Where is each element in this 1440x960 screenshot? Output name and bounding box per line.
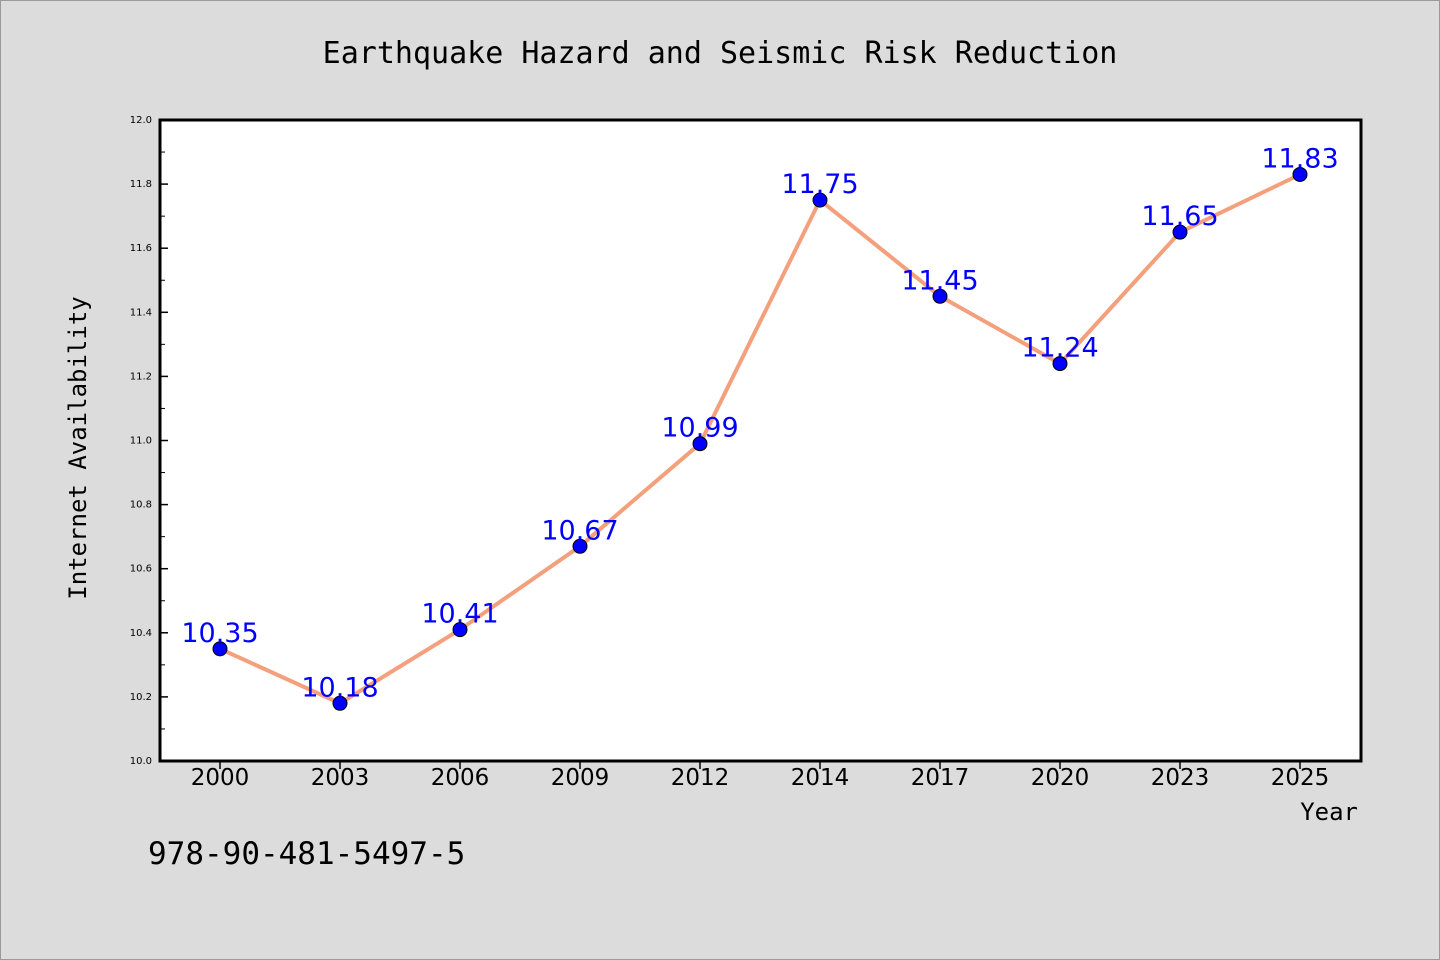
data-label: 10.35 [181, 618, 258, 649]
plot-border [158, 118, 1363, 763]
data-point [692, 436, 708, 452]
y-tick-label: 12.0 [130, 115, 152, 126]
x-tick-label: 2000 [191, 765, 250, 791]
series-markers [212, 166, 1308, 711]
y-axis: 10.0 10.2 10.4 10.6 10.8 11.0 11.2 11.4 11.6 11.8… [130, 115, 168, 767]
x-tick-label: 2012 [671, 765, 730, 791]
x-axis: 2000 2003 2006 2009 2012 2014 2017 2020 2023 2025 [191, 761, 1330, 791]
x-tick-label: 2020 [1031, 765, 1090, 791]
data-label: 10.41 [421, 599, 498, 630]
data-point [212, 641, 228, 657]
y-tick-label: 10.8 [130, 500, 152, 511]
data-label: 11.65 [1141, 201, 1218, 232]
y-tick-label: 11.8 [130, 179, 152, 190]
data-point [332, 695, 348, 711]
x-tick-label: 2003 [311, 765, 370, 791]
data-point [932, 288, 948, 304]
x-tick-label: 2017 [911, 765, 970, 791]
data-point [1052, 356, 1068, 372]
data-labels: 10.35 10.18 10.41 10.67 10.99 11.75 11.45 11.24… [181, 143, 1338, 703]
y-tick-label: 11.4 [130, 307, 152, 318]
isbn-text: 978-90-481-5497-5 [148, 836, 465, 872]
y-tick-label: 10.4 [130, 628, 152, 639]
y-tick-label: 11.0 [130, 436, 152, 447]
plot-area [160, 120, 1361, 761]
data-label: 11.83 [1261, 143, 1338, 174]
data-label: 11.75 [781, 169, 858, 200]
data-point [572, 538, 588, 554]
x-tick-label: 2006 [431, 765, 490, 791]
x-tick-label: 2025 [1271, 765, 1330, 791]
y-tick-label: 11.6 [130, 243, 152, 254]
data-point [452, 622, 468, 638]
data-point [812, 192, 828, 208]
series-line [218, 172, 1302, 706]
x-axis-label: Year [1300, 798, 1358, 826]
data-label: 10.18 [301, 672, 378, 703]
data-label: 10.99 [661, 413, 738, 444]
x-tick-label: 2009 [551, 765, 610, 791]
y-tick-label: 10.2 [130, 692, 152, 703]
data-point [1292, 166, 1308, 182]
data-label: 10.67 [541, 515, 618, 546]
y-tick-label: 10.6 [130, 564, 152, 575]
data-label: 11.45 [901, 265, 978, 296]
y-tick-label: 11.2 [130, 371, 152, 382]
x-tick-label: 2023 [1151, 765, 1210, 791]
chart-title: Earthquake Hazard and Seismic Risk Reduc… [323, 36, 1118, 71]
data-label: 11.24 [1021, 333, 1098, 364]
data-point [1172, 224, 1188, 240]
y-axis-label: Internet Availability [64, 296, 92, 599]
x-tick-label: 2014 [791, 765, 850, 791]
y-tick-label: 10.0 [130, 756, 152, 767]
